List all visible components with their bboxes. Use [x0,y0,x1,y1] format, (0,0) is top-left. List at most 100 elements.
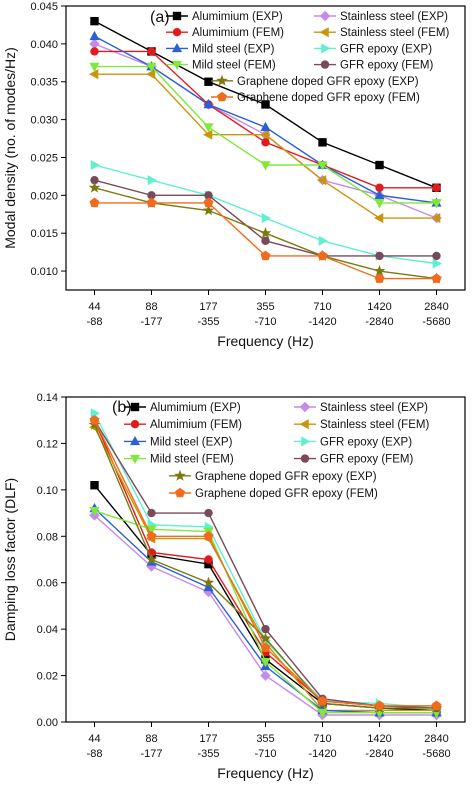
legend-label: Graphene doped GFR epoxy (EXP) [237,76,419,88]
series-group [89,510,442,721]
y-tick-label: 0.045 [30,1,58,13]
data-point [146,62,157,73]
x-tick-label: -177 [140,748,162,760]
data-point [317,708,328,719]
legend-marker [300,454,310,463]
data-point [145,553,158,565]
legend-marker [301,436,311,447]
data-point [374,199,385,209]
data-point [432,258,442,269]
x-tick-label: -5680 [422,316,450,328]
x-tick-label: -88 [87,316,103,328]
series-group [89,30,442,207]
data-point [204,508,213,518]
data-point [261,624,270,634]
legend-marker [172,11,182,21]
x-axis-title: Frequency (Hz) [217,765,313,781]
legend-label: Stainless steel (FEM) [340,27,449,39]
data-point [90,160,100,171]
data-point [259,227,272,239]
data-point [318,235,328,246]
x-tick-label: 2840 [424,301,448,313]
legend-marker [321,43,331,54]
legend-label: Graphene doped GFR epoxy (FEM) [237,92,420,104]
data-point [431,273,442,283]
legend: Alumimium (EXP) Stainless steel (EXP) Alum… [166,10,449,104]
data-point [203,129,213,140]
data-point [89,414,100,425]
legend-label: GFR epoxy (EXP) [340,43,432,55]
data-point [88,181,101,193]
data-point [317,175,327,186]
panel-a: 0.010 0.015 0.020 0.025 0.030 0.035 0.040 0.045… [2,1,466,349]
data-point [203,197,214,208]
data-point [89,30,100,41]
panel-b: 0.00 0.02 0.04 0.06 0.08 0.10 0.12 0.14 44 -88 88 -… [2,392,466,781]
panel-label: (a) [150,9,170,26]
y-tick-label: 0.025 [30,152,58,164]
x-axis-title: Frequency (Hz) [217,333,313,349]
data-point [204,77,213,86]
x-tick-label: -1420 [308,748,336,760]
legend-marker [175,487,185,498]
data-point [375,251,384,261]
legend-label: Alumimium (EXP) [150,402,241,414]
legend-label: Mild steel (FEM) [192,60,276,72]
data-point [203,98,214,109]
data-point [432,183,441,192]
data-point [202,204,215,216]
data-point [375,160,384,170]
legend-marker [217,91,227,102]
x-tick-label: -5680 [422,748,450,760]
legend-label: Mild steel (FEM) [150,454,234,466]
data-point [90,408,100,419]
data-point [90,481,99,490]
data-point [146,197,157,208]
legend-label: Alumimium (FEM) [192,27,284,39]
data-point [90,175,99,185]
legend-marker [171,42,183,53]
data-point [261,213,271,224]
legend-label: Alumimium (EXP) [192,11,283,23]
y-tick-label: 0.010 [30,266,58,278]
data-point [146,525,157,535]
legend-label: Graphene doped GFR epoxy (EXP) [195,471,377,483]
y-tick-label: 0.030 [30,115,58,127]
legend-label: GFR epoxy (FEM) [320,454,413,466]
x-tick-label: -1420 [308,316,336,328]
series-group [89,502,442,717]
y-tick-label: 0.035 [30,77,58,89]
x-tick-label: 88 [145,733,157,745]
data-point [374,213,384,224]
data-point [259,632,272,644]
x-tick-label: 710 [313,733,331,745]
data-point [374,273,385,283]
x-tick-label: 2840 [424,733,448,745]
x-tick-label: 177 [199,733,217,745]
data-point [147,47,156,56]
x-tick-label: -2840 [365,316,393,328]
data-point [203,531,214,541]
x-tick-label: 44 [88,301,100,313]
legend-marker [129,454,141,465]
data-point [90,47,99,56]
data-point [318,138,327,147]
data-point [89,62,100,73]
x-tick-label: -355 [197,316,219,328]
data-point [202,576,215,588]
x-tick-label: 1420 [367,733,391,745]
legend-label: GFR epoxy (EXP) [320,436,412,448]
legend-label: Stainless steel (EXP) [340,11,448,23]
legend-label: GFR epoxy (FEM) [340,60,433,72]
legend: Alumimium (EXP) Stainless steel (EXP) Alum… [124,401,429,500]
y-tick-label: 0.040 [30,39,58,51]
data-point [261,236,270,245]
y-tick-label: 0.06 [37,578,58,590]
x-tick-label: 177 [199,301,217,313]
legend-label: Stainless steel (EXP) [320,402,428,414]
data-point [260,250,271,261]
y-tick-label: 0.015 [30,228,58,240]
legend-label: Stainless steel (FEM) [320,419,429,431]
x-tick-label: -710 [254,748,276,760]
